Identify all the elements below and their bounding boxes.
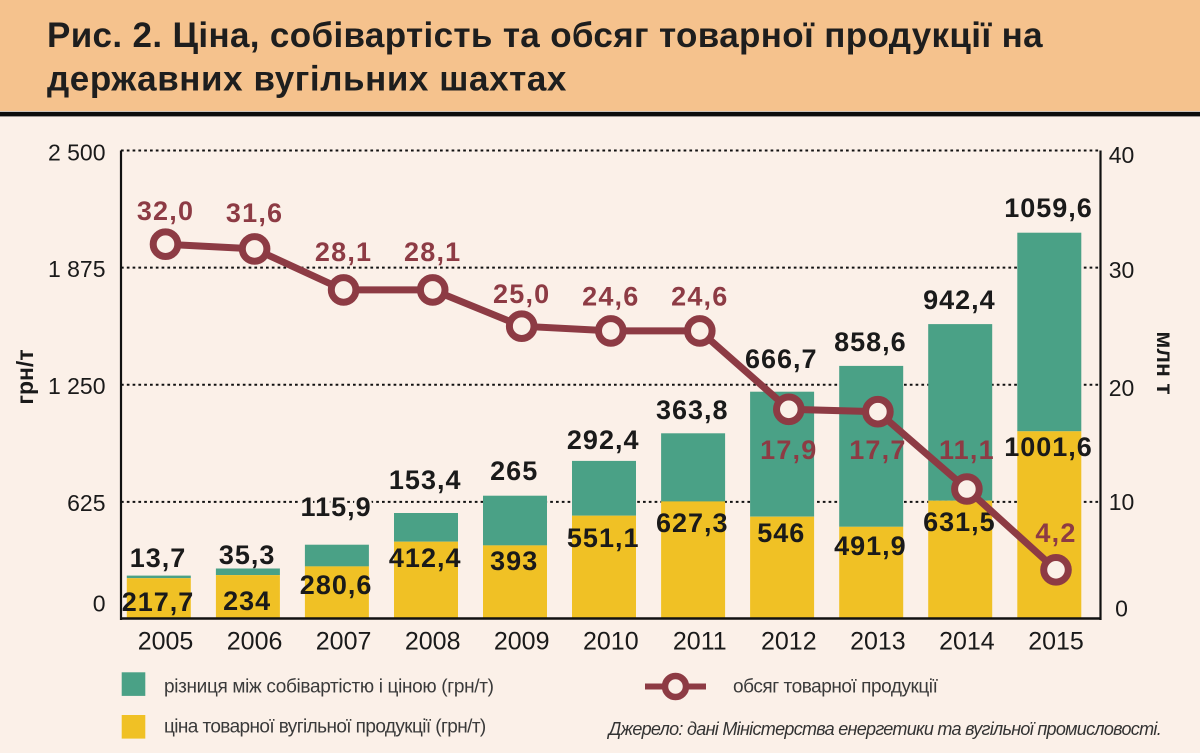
svg-text:666,7: 666,7 (745, 344, 818, 374)
svg-text:17,7: 17,7 (849, 435, 906, 465)
svg-text:1 250: 1 250 (48, 373, 106, 399)
svg-text:858,6: 858,6 (834, 327, 907, 357)
svg-text:115,9: 115,9 (301, 492, 372, 522)
svg-text:393: 393 (490, 546, 538, 576)
svg-text:30: 30 (1109, 257, 1135, 283)
svg-text:Джерело: дані Міністерства ене: Джерело: дані Міністерства енергетики та… (607, 719, 1161, 739)
svg-text:265: 265 (490, 456, 538, 486)
svg-text:35,3: 35,3 (219, 540, 276, 570)
svg-text:625: 625 (67, 490, 105, 516)
svg-text:627,3: 627,3 (656, 508, 729, 538)
svg-text:17,9: 17,9 (760, 435, 817, 465)
svg-text:Рис. 2. Ціна, собівартість та: Рис. 2. Ціна, собівартість та обсяг това… (47, 16, 1043, 55)
svg-text:2011: 2011 (673, 628, 727, 656)
svg-text:2015: 2015 (1028, 628, 1084, 656)
svg-text:412,4: 412,4 (389, 543, 462, 573)
svg-text:2007: 2007 (316, 628, 372, 656)
svg-text:292,4: 292,4 (567, 425, 640, 455)
svg-text:280,6: 280,6 (300, 570, 373, 600)
svg-text:491,9: 491,9 (834, 531, 907, 561)
svg-text:2013: 2013 (850, 628, 906, 656)
svg-text:2010: 2010 (583, 628, 639, 656)
svg-text:1 875: 1 875 (48, 256, 106, 282)
svg-text:2014: 2014 (939, 628, 995, 656)
svg-text:25,0: 25,0 (493, 279, 550, 309)
svg-text:153,4: 153,4 (389, 465, 462, 495)
svg-text:грн/т: грн/т (12, 349, 38, 404)
svg-text:10: 10 (1109, 489, 1135, 515)
svg-text:млн т: млн т (1152, 331, 1178, 394)
svg-text:2012: 2012 (761, 628, 817, 656)
svg-text:1059,6: 1059,6 (1004, 193, 1093, 223)
svg-text:2009: 2009 (494, 628, 550, 656)
svg-text:20: 20 (1109, 375, 1135, 401)
svg-text:13,7: 13,7 (130, 543, 187, 573)
svg-text:2005: 2005 (138, 628, 194, 656)
svg-text:24,6: 24,6 (582, 282, 639, 312)
svg-text:28,1: 28,1 (315, 237, 372, 267)
svg-text:2008: 2008 (405, 628, 461, 656)
svg-text:40: 40 (1109, 142, 1135, 168)
svg-text:4,2: 4,2 (1035, 518, 1076, 548)
svg-text:0: 0 (1115, 596, 1128, 622)
svg-text:31,6: 31,6 (226, 198, 283, 228)
svg-text:0: 0 (93, 591, 106, 617)
svg-text:2006: 2006 (227, 628, 283, 656)
svg-text:24,6: 24,6 (671, 282, 728, 312)
svg-text:1001,6: 1001,6 (1004, 432, 1093, 462)
svg-text:28,1: 28,1 (404, 237, 461, 267)
svg-text:державних вугільних шахтах: державних вугільних шахтах (47, 60, 567, 99)
svg-text:631,5: 631,5 (923, 507, 996, 537)
svg-text:546: 546 (757, 518, 805, 548)
svg-text:234: 234 (223, 586, 271, 616)
svg-text:551,1: 551,1 (567, 523, 640, 553)
svg-text:217,7: 217,7 (122, 587, 195, 617)
svg-text:2 500: 2 500 (48, 140, 106, 166)
svg-text:11,1: 11,1 (939, 435, 995, 465)
svg-text:942,4: 942,4 (923, 285, 996, 315)
svg-text:різниця між собівартістю і цін: різниця між собівартістю і ціною (грн/т) (164, 677, 494, 698)
svg-text:32,0: 32,0 (137, 196, 194, 226)
svg-text:обсяг товарної продукції: обсяг товарної продукції (733, 677, 939, 698)
svg-text:ціна товарної вугільної продук: ціна товарної вугільної продукції (грн/т… (164, 717, 486, 738)
svg-text:363,8: 363,8 (656, 395, 729, 425)
